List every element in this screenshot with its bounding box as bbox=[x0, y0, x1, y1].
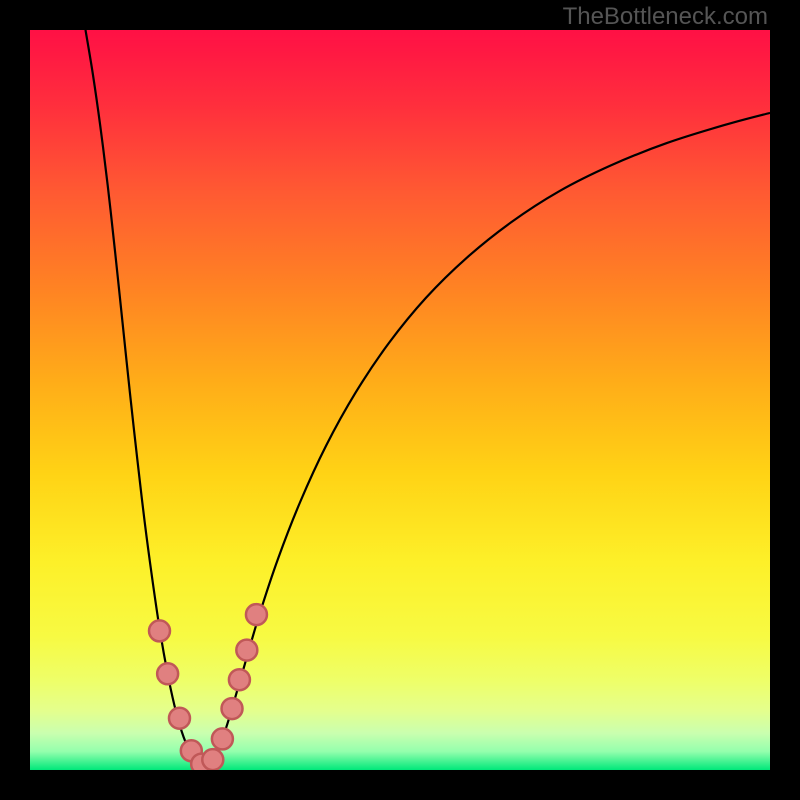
marker-point bbox=[212, 728, 233, 749]
marker-point bbox=[229, 669, 250, 690]
marker-point bbox=[169, 708, 190, 729]
gradient-background bbox=[30, 30, 770, 770]
marker-point bbox=[157, 663, 178, 684]
marker-point bbox=[202, 749, 223, 770]
chart-container: TheBottleneck.com bbox=[0, 0, 800, 800]
marker-point bbox=[236, 640, 257, 661]
chart-svg bbox=[0, 0, 800, 800]
watermark-text: TheBottleneck.com bbox=[563, 3, 768, 31]
marker-point bbox=[246, 604, 267, 625]
marker-point bbox=[222, 698, 243, 719]
marker-point bbox=[149, 620, 170, 641]
